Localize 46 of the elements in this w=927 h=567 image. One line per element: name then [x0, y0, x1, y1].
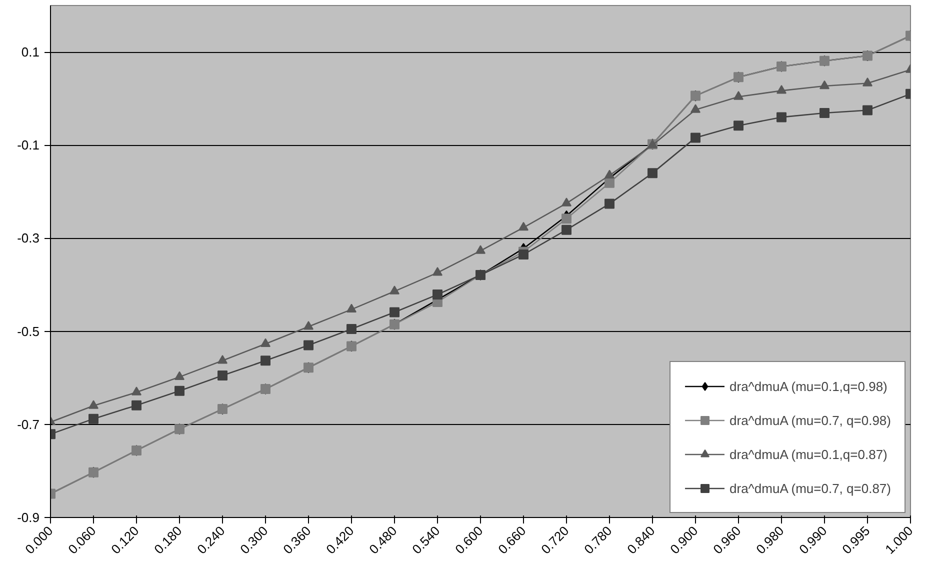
point [174, 386, 184, 396]
point [862, 105, 872, 116]
point [776, 84, 786, 94]
point [218, 370, 228, 381]
point [562, 198, 572, 206]
point [734, 91, 744, 100]
point [562, 224, 572, 235]
legend-label: dra^dmuA (mu=0.1,q=0.87) [730, 446, 888, 462]
point [304, 340, 314, 350]
y-tick-label: -0.3 [17, 230, 40, 246]
point [820, 108, 830, 118]
point [690, 104, 700, 113]
point [174, 371, 184, 380]
y-tick-label: -0.9 [17, 510, 40, 525]
point [304, 320, 314, 330]
point [390, 307, 400, 318]
point [432, 290, 442, 300]
point [390, 286, 400, 294]
point [776, 112, 786, 122]
y-tick-label: 0.1 [21, 44, 40, 60]
point [218, 354, 228, 364]
point [132, 386, 142, 396]
legend-label: dra^dmuA (mu=0.1,q=0.98) [730, 378, 888, 394]
point [518, 222, 528, 231]
y-tick-label: -0.5 [17, 324, 40, 339]
point [734, 120, 744, 131]
point [476, 245, 486, 254]
point [432, 266, 442, 276]
point [346, 304, 356, 313]
point [88, 400, 98, 409]
point [604, 178, 614, 188]
point [604, 170, 614, 178]
legend-label: dra^dmuA (mu=0.7, q=0.87) [730, 480, 891, 496]
y-tick-label: -0.7 [17, 416, 40, 432]
point [820, 80, 830, 90]
legend-label: dra^dmuA (mu=0.7, q=0.98) [730, 412, 891, 428]
point [260, 338, 270, 347]
point [88, 414, 98, 424]
point [862, 78, 872, 86]
point [648, 168, 658, 178]
y-tick-label: -0.1 [17, 138, 40, 153]
point [690, 132, 700, 143]
point [260, 356, 270, 366]
point [346, 324, 356, 334]
point [132, 400, 142, 410]
point [604, 198, 614, 209]
